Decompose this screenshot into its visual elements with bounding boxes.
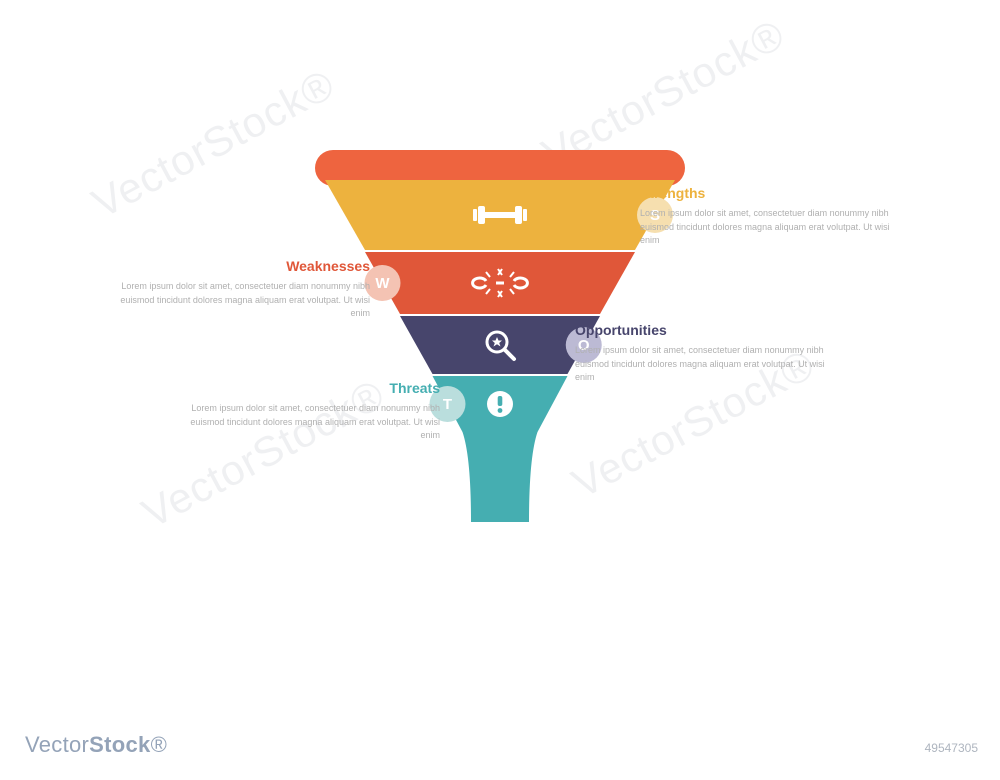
label-opportunities-title: Opportunities <box>575 322 825 338</box>
badge-threats-letter: T <box>443 396 452 413</box>
label-strengths-desc: Lorem ipsum dolor sit amet, consectetuer… <box>640 207 890 248</box>
label-opportunities: Opportunities Lorem ipsum dolor sit amet… <box>575 322 825 385</box>
label-threats: Threats Lorem ipsum dolor sit amet, cons… <box>190 380 440 443</box>
label-strengths: Strengths Lorem ipsum dolor sit amet, co… <box>640 185 890 248</box>
label-opportunities-desc: Lorem ipsum dolor sit amet, consectetuer… <box>575 344 825 385</box>
label-threats-desc: Lorem ipsum dolor sit amet, consectetuer… <box>190 402 440 443</box>
badge-weaknesses-letter: W <box>375 275 390 292</box>
watermark-brand-a: Vector <box>25 732 89 757</box>
exclamation-icon <box>487 391 513 417</box>
funnel-stem <box>463 432 538 522</box>
label-threats-title: Threats <box>190 380 440 396</box>
watermark-id: 49547305 <box>925 741 978 755</box>
label-weaknesses: Weaknesses Lorem ipsum dolor sit amet, c… <box>120 258 370 321</box>
watermark-brand: VectorStock® <box>25 732 167 758</box>
label-weaknesses-desc: Lorem ipsum dolor sit amet, consectetuer… <box>120 280 370 321</box>
label-strengths-title: Strengths <box>640 185 890 201</box>
label-weaknesses-title: Weaknesses <box>120 258 370 274</box>
watermark-brand-b: Stock <box>89 732 150 757</box>
